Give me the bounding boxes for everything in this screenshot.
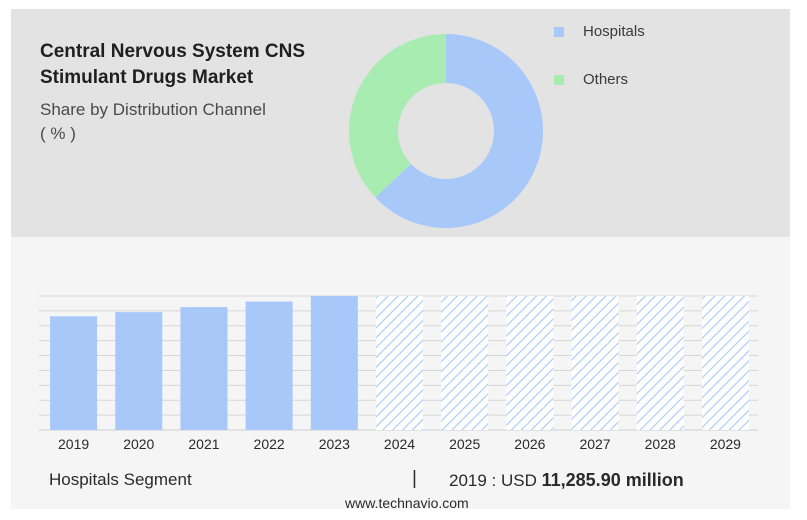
bar-2024 [376, 296, 423, 430]
x-tick-label-2024: 2024 [384, 436, 415, 452]
donut-slice-hospitals [375, 34, 543, 228]
legend-label-hospitals: Hospitals [583, 23, 645, 40]
bar-2029 [701, 296, 749, 430]
footer-separator: | [412, 468, 417, 489]
legend-item-others: Others [554, 71, 628, 88]
x-tick-label-2029: 2029 [710, 436, 741, 452]
donut-slice-others [349, 33, 446, 198]
pie-panel: Central Nervous System CNS Stimulant Dru… [11, 9, 790, 237]
chart-title: Central Nervous System CNS Stimulant Dru… [40, 39, 340, 91]
x-tick-label-2026: 2026 [514, 436, 545, 452]
x-tick-label-2027: 2027 [579, 436, 610, 452]
x-tick-label-2020: 2020 [123, 436, 154, 452]
x-tick-label-2019: 2019 [58, 436, 89, 452]
legend-label-others: Others [583, 71, 629, 88]
x-tick-label-2021: 2021 [188, 436, 219, 452]
bar-2023 [310, 296, 358, 430]
bar-2022 [245, 301, 293, 430]
bar-2026 [506, 296, 554, 430]
bar-2019 [50, 316, 98, 430]
chart-unit: ( % ) [40, 124, 76, 143]
title-line-1: Central Nervous System CNS [40, 41, 306, 62]
source-link[interactable]: www.technavio.com [345, 495, 469, 511]
footer-value-amount: 11,285.90 million [541, 470, 684, 490]
infographic-card: Central Nervous System CNS Stimulant Dru… [11, 9, 790, 511]
legend-item-hospitals: Hospitals [554, 23, 645, 40]
bar-2020 [115, 312, 163, 430]
bar-2021 [180, 307, 228, 430]
footer-value-prefix: 2019 : USD [449, 471, 537, 490]
x-tick-label-2025: 2025 [449, 436, 480, 452]
bar-chart: 2019 2020 2021 2022 2023 2024 2025 2026 2027 2028… [39, 295, 758, 452]
title-line-2: Stimulant Drugs Market [40, 67, 254, 88]
x-tick-label-2023: 2023 [319, 436, 350, 452]
bar-2025 [441, 296, 489, 430]
chart-subtitle: Share by Distribution Channel [40, 100, 266, 119]
legend-swatch-hospitals [554, 26, 564, 37]
footer-value: 2019 : USD 11,285.90 million [449, 470, 684, 491]
donut-chart [349, 33, 543, 228]
bar-2027 [571, 296, 619, 430]
bar-2028 [636, 296, 684, 430]
footer-segment-label: Hospitals Segment [49, 470, 192, 489]
legend-swatch-others [554, 74, 564, 85]
x-tick-label-2028: 2028 [645, 436, 676, 452]
x-tick-label-2022: 2022 [254, 436, 285, 452]
x-axis-labels: 2019 2020 2021 2022 2023 2024 2025 2026 2027 2028… [58, 436, 741, 452]
bar-series [50, 296, 749, 430]
